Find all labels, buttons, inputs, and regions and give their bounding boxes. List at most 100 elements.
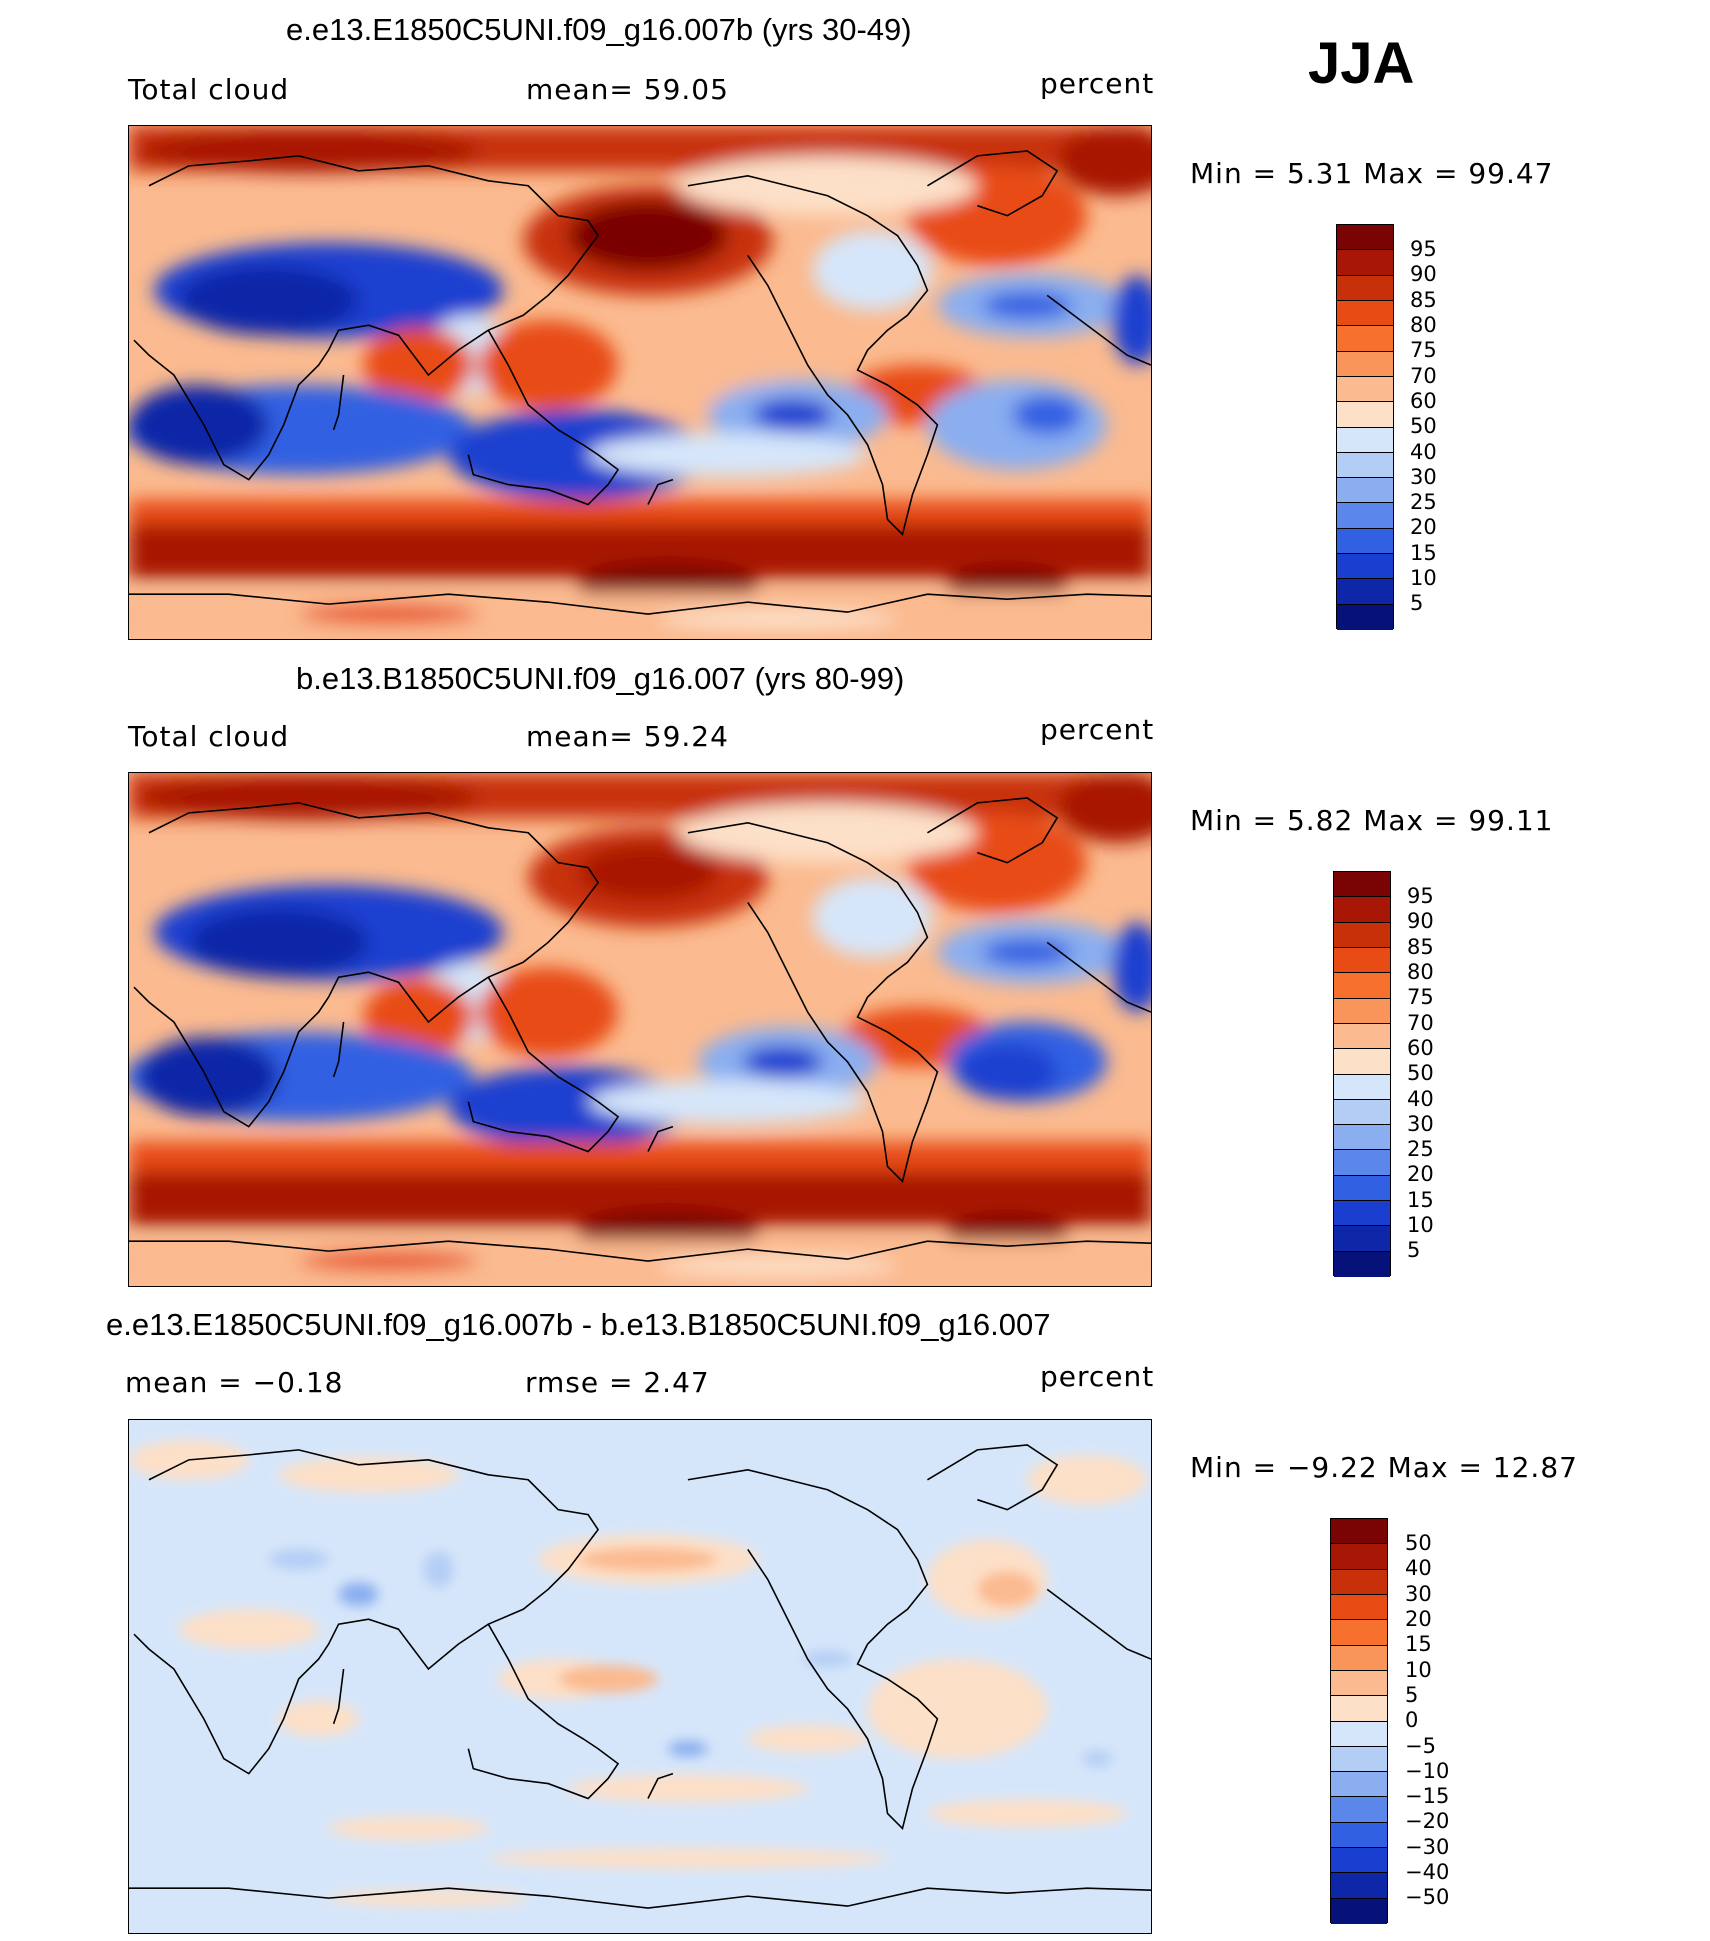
colorbar-tick-label: 10: [1407, 1213, 1434, 1238]
panel-2-title: b.e13.B1850C5UNI.f09_g16.007 (yrs 80-99): [296, 661, 905, 696]
colorbar-tick-label: −15: [1405, 1784, 1450, 1809]
colorbar-tick-label: 10: [1405, 1657, 1432, 1682]
colorbar-tick-label: 60: [1410, 388, 1437, 413]
panel-2-variable-label: Total cloud: [128, 720, 290, 753]
colorbar-tick-label: 5: [1405, 1682, 1419, 1707]
colorbar-segment: [1331, 1569, 1387, 1595]
colorbar-tick-label: 95: [1410, 237, 1437, 261]
colorbar-segment: [1334, 1226, 1390, 1252]
colorbar-tick-label: −30: [1405, 1834, 1450, 1859]
colorbar-segment: [1331, 1620, 1387, 1646]
panel-3-units-label: percent: [1040, 1360, 1155, 1393]
colorbar-tick-label: 80: [1407, 959, 1434, 984]
colorbar-segment: [1334, 1175, 1390, 1202]
colorbar-tick-label: 15: [1407, 1187, 1434, 1212]
colorbar-tick-label: −50: [1405, 1885, 1450, 1910]
colorbar-segment: [1337, 225, 1393, 251]
colorbar-tick-label: 30: [1407, 1111, 1434, 1136]
colorbar-tick-label: 25: [1410, 490, 1437, 515]
panel-2-colorbar: [1333, 871, 1391, 1277]
colorbar-tick-label: 70: [1407, 1010, 1434, 1035]
colorbar-tick-label: 85: [1407, 934, 1434, 959]
colorbar-tick-label: 90: [1410, 262, 1437, 287]
colorbar-tick-label: 80: [1410, 312, 1437, 337]
colorbar-segment: [1334, 922, 1390, 948]
colorbar-segment: [1337, 275, 1393, 301]
colorbar-tick-label: 50: [1410, 414, 1437, 439]
colorbar-tick-label: 10: [1410, 566, 1437, 591]
colorbar-tick-label: 95: [1407, 884, 1434, 908]
panel-3-colorbar-labels: 50 40 30 20 15 10 5 0 −5 −10 −15 −20 −30 −40 −50: [1405, 1531, 1449, 1911]
colorbar-tick-label: 30: [1410, 464, 1437, 489]
colorbar-tick-label: 40: [1407, 1086, 1434, 1111]
colorbar-tick-label: 40: [1410, 439, 1437, 464]
panel-2-minmax: Min = 5.82 Max = 99.11: [1190, 804, 1554, 837]
colorbar-tick-label: 60: [1407, 1035, 1434, 1060]
colorbar-segment: [1334, 947, 1390, 974]
panel-1-mean-label: mean= 59.05: [526, 73, 729, 106]
colorbar-tick-label: 15: [1405, 1632, 1432, 1657]
colorbar-segment: [1334, 1099, 1390, 1126]
colorbar-segment: [1334, 998, 1390, 1024]
colorbar-segment: [1337, 351, 1393, 377]
colorbar-tick-label: 70: [1410, 363, 1437, 388]
panel-3-map: [128, 1419, 1152, 1934]
panel-3-coastlines: [129, 1444, 1151, 1909]
colorbar-tick-label: 5: [1407, 1238, 1421, 1263]
panel-3-contour-field: [129, 1420, 1151, 1933]
colorbar-tick-label: −5: [1405, 1733, 1436, 1758]
colorbar-segment: [1337, 376, 1393, 403]
colorbar-segment: [1331, 1594, 1387, 1621]
panel-3-mean-label: mean = −0.18: [125, 1366, 344, 1399]
colorbar-tick-label: 75: [1410, 338, 1437, 363]
colorbar-segment: [1337, 300, 1393, 327]
panel-2-colorbar-labels: 95 90 85 80 75 70 60 50 40 30 25 20 15 10 5: [1407, 884, 1434, 1264]
colorbar-segment: [1334, 1150, 1390, 1176]
colorbar-segment: [1334, 872, 1390, 898]
colorbar-segment: [1337, 503, 1393, 529]
colorbar-tick-label: 40: [1405, 1556, 1432, 1581]
colorbar-tick-label: 50: [1405, 1531, 1432, 1555]
panel-1-units-label: percent: [1040, 67, 1155, 100]
colorbar-tick-label: −40: [1405, 1860, 1450, 1885]
colorbar-segment: [1337, 326, 1393, 352]
colorbar-segment: [1331, 1645, 1387, 1671]
colorbar-segment: [1334, 1201, 1390, 1227]
colorbar-segment: [1331, 1898, 1387, 1924]
colorbar-segment: [1331, 1544, 1387, 1570]
panel-3-colorbar: [1330, 1518, 1388, 1924]
colorbar-segment: [1337, 579, 1393, 605]
colorbar-tick-label: 75: [1407, 985, 1434, 1010]
panel-2-units-label: percent: [1040, 713, 1155, 746]
colorbar-segment: [1334, 1251, 1390, 1277]
colorbar-tick-label: 30: [1405, 1581, 1432, 1606]
colorbar-segment: [1331, 1696, 1387, 1722]
colorbar-tick-label: 15: [1410, 540, 1437, 565]
panel-2-map: [128, 772, 1152, 1287]
panel-3-rmse-label: rmse = 2.47: [525, 1366, 710, 1399]
colorbar-segment: [1331, 1772, 1387, 1798]
panel-1-map: [128, 125, 1152, 640]
colorbar-segment: [1337, 604, 1393, 630]
colorbar-segment: [1331, 1848, 1387, 1874]
colorbar-tick-label: 5: [1410, 591, 1424, 616]
panel-1-colorbar: [1336, 224, 1394, 630]
colorbar-segment: [1337, 250, 1393, 276]
colorbar-segment: [1334, 1125, 1390, 1151]
panel-1-minmax: Min = 5.31 Max = 99.47: [1190, 157, 1554, 190]
colorbar-segment: [1331, 1670, 1387, 1697]
panel-3-title: e.e13.E1850C5UNI.f09_g16.007b - b.e13.B1…: [106, 1307, 1051, 1342]
colorbar-tick-label: 20: [1410, 515, 1437, 540]
colorbar-segment: [1331, 1519, 1387, 1545]
panel-1-variable-label: Total cloud: [128, 73, 290, 106]
colorbar-tick-label: 20: [1405, 1606, 1432, 1631]
panel-2-coastlines: [129, 797, 1151, 1262]
colorbar-segment: [1337, 427, 1393, 453]
colorbar-tick-label: 25: [1407, 1137, 1434, 1162]
colorbar-tick-label: 90: [1407, 909, 1434, 934]
colorbar-tick-label: 0: [1405, 1708, 1419, 1733]
panel-1-colorbar-labels: 95 90 85 80 75 70 60 50 40 30 25 20 15 10 5: [1410, 237, 1437, 617]
colorbar-tick-label: 20: [1407, 1162, 1434, 1187]
panel-2-mean-label: mean= 59.24: [526, 720, 729, 753]
panel-2-contour-field: [129, 773, 1151, 1286]
